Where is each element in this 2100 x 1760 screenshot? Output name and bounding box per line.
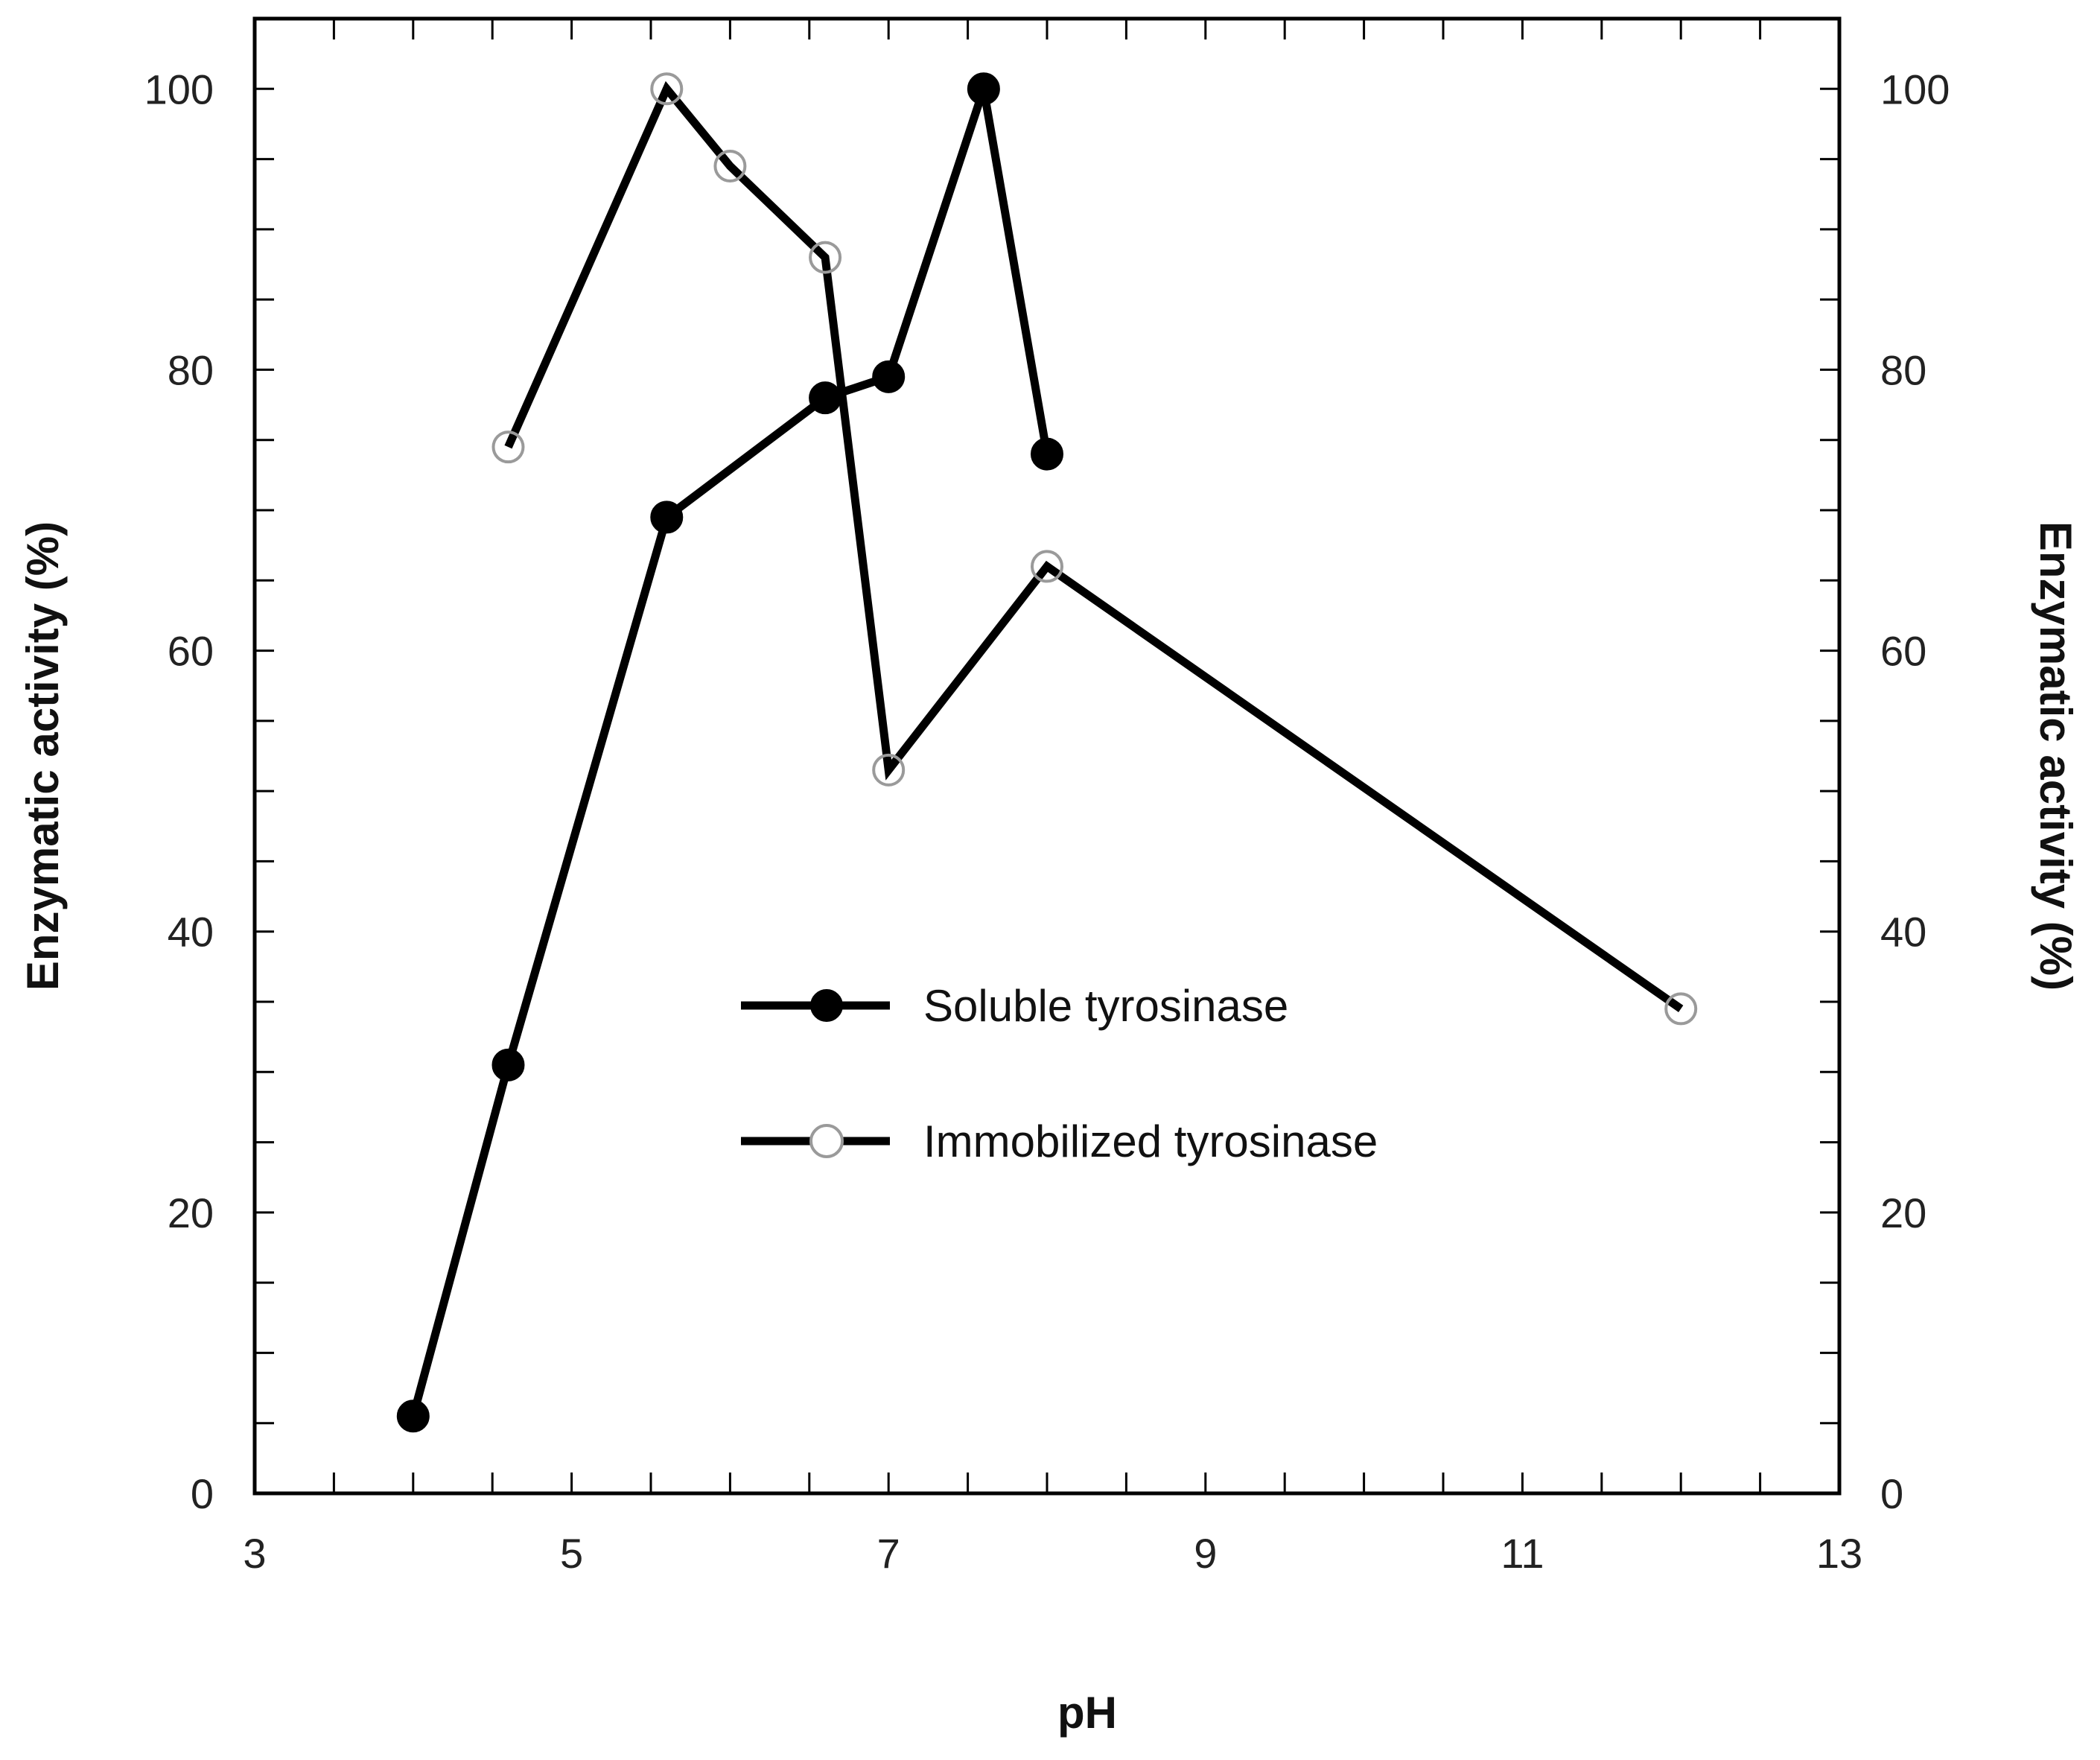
data-point-immobilized (713, 150, 747, 182)
x-tick-label: 11 (1501, 1530, 1544, 1577)
axis-tick-labels: 3 5 7 9 11 13 0 0 20 20 40 40 60 60 80 80 100 100 (144, 66, 1950, 1577)
legend-label-soluble: Soluble tyrosinase (923, 981, 1288, 1031)
y-tick-label-left: 60 (168, 628, 214, 675)
y-tick-label-right: 80 (1880, 346, 1926, 393)
data-point-soluble (967, 72, 1000, 106)
data-point-immobilized (809, 241, 842, 274)
legend-label-immobilized: Immobilized tyrosinase (923, 1116, 1378, 1166)
data-point-soluble (396, 1400, 430, 1433)
y-tick-label-left: 80 (168, 346, 214, 393)
y-tick-label-left: 20 (168, 1189, 214, 1236)
axis-ticks (255, 19, 1839, 1493)
series-line-immobilized (504, 80, 1684, 1012)
data-point-soluble (491, 1048, 525, 1081)
y-tick-label-left: 100 (144, 66, 214, 112)
y-tick-label-right: 20 (1880, 1189, 1926, 1236)
y-axis-title-left: Enzymatic activity (%) (18, 521, 68, 991)
legend: Soluble tyrosinase Immobilized tyrosinas… (741, 981, 1378, 1166)
y-tick-label-left: 0 (191, 1470, 214, 1517)
data-point-soluble (1031, 437, 1063, 471)
x-tick-label: 3 (243, 1530, 266, 1577)
x-tick-label: 5 (560, 1530, 583, 1577)
y-tick-label-right: 40 (1880, 909, 1926, 956)
x-tick-label: 9 (1194, 1530, 1217, 1577)
x-tick-label: 7 (877, 1530, 900, 1577)
legend-marker-soluble (810, 989, 843, 1022)
data-point-immobilized (491, 431, 525, 464)
data-point-immobilized (872, 753, 906, 787)
legend-marker-immobilized (809, 1124, 844, 1158)
data-point-immobilized (1664, 992, 1698, 1026)
data-point-soluble (809, 381, 842, 415)
data-point-soluble (872, 360, 906, 393)
plot-frame (252, 16, 1842, 1496)
data-point-immobilized (1031, 550, 1063, 583)
y-tick-label-left: 40 (168, 909, 214, 956)
x-tick-label: 13 (1816, 1530, 1862, 1577)
series-layer (396, 72, 1698, 1433)
series-line-soluble (409, 87, 1051, 1417)
y-tick-label-right: 0 (1880, 1470, 1903, 1517)
y-tick-label-right: 60 (1880, 628, 1926, 675)
y-axis-title-right: Enzymatic activity (%) (2031, 521, 2081, 991)
x-axis-title: pH (1057, 1688, 1117, 1738)
data-point-soluble (650, 501, 684, 534)
y-tick-label-right: 100 (1880, 66, 1950, 112)
data-point-immobilized (650, 72, 684, 106)
